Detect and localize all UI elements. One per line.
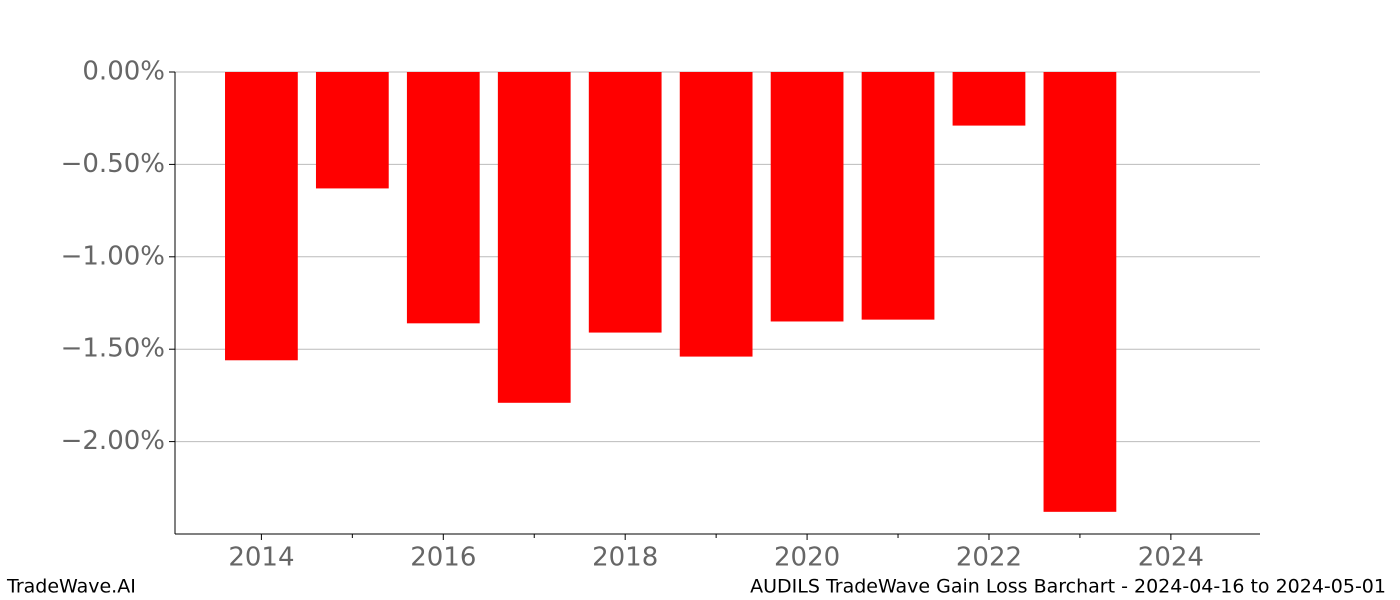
- footer-left: TradeWave.AI: [6, 576, 136, 598]
- y-tick-label: 0.00%: [82, 57, 165, 87]
- bar: [497, 72, 571, 403]
- bar: [952, 72, 1026, 126]
- bar: [1043, 72, 1117, 512]
- x-tick-label: 2024: [1138, 543, 1204, 573]
- x-tick-label: 2014: [228, 543, 294, 573]
- bar: [770, 72, 844, 322]
- bar: [588, 72, 662, 333]
- bar: [406, 72, 480, 324]
- y-tick-label: −2.00%: [61, 426, 165, 456]
- footer-right: AUDILS TradeWave Gain Loss Barchart - 20…: [750, 576, 1386, 598]
- bar: [861, 72, 935, 320]
- bar: [679, 72, 753, 357]
- x-tick-label: 2016: [410, 543, 476, 573]
- x-tick-label: 2018: [592, 543, 658, 573]
- bar: [315, 72, 389, 189]
- y-tick-label: −0.50%: [61, 149, 165, 179]
- y-tick-label: −1.00%: [61, 241, 165, 271]
- y-tick-label: −1.50%: [61, 334, 165, 364]
- x-tick-label: 2022: [956, 543, 1022, 573]
- bar: [225, 72, 298, 361]
- x-tick-label: 2020: [774, 543, 840, 573]
